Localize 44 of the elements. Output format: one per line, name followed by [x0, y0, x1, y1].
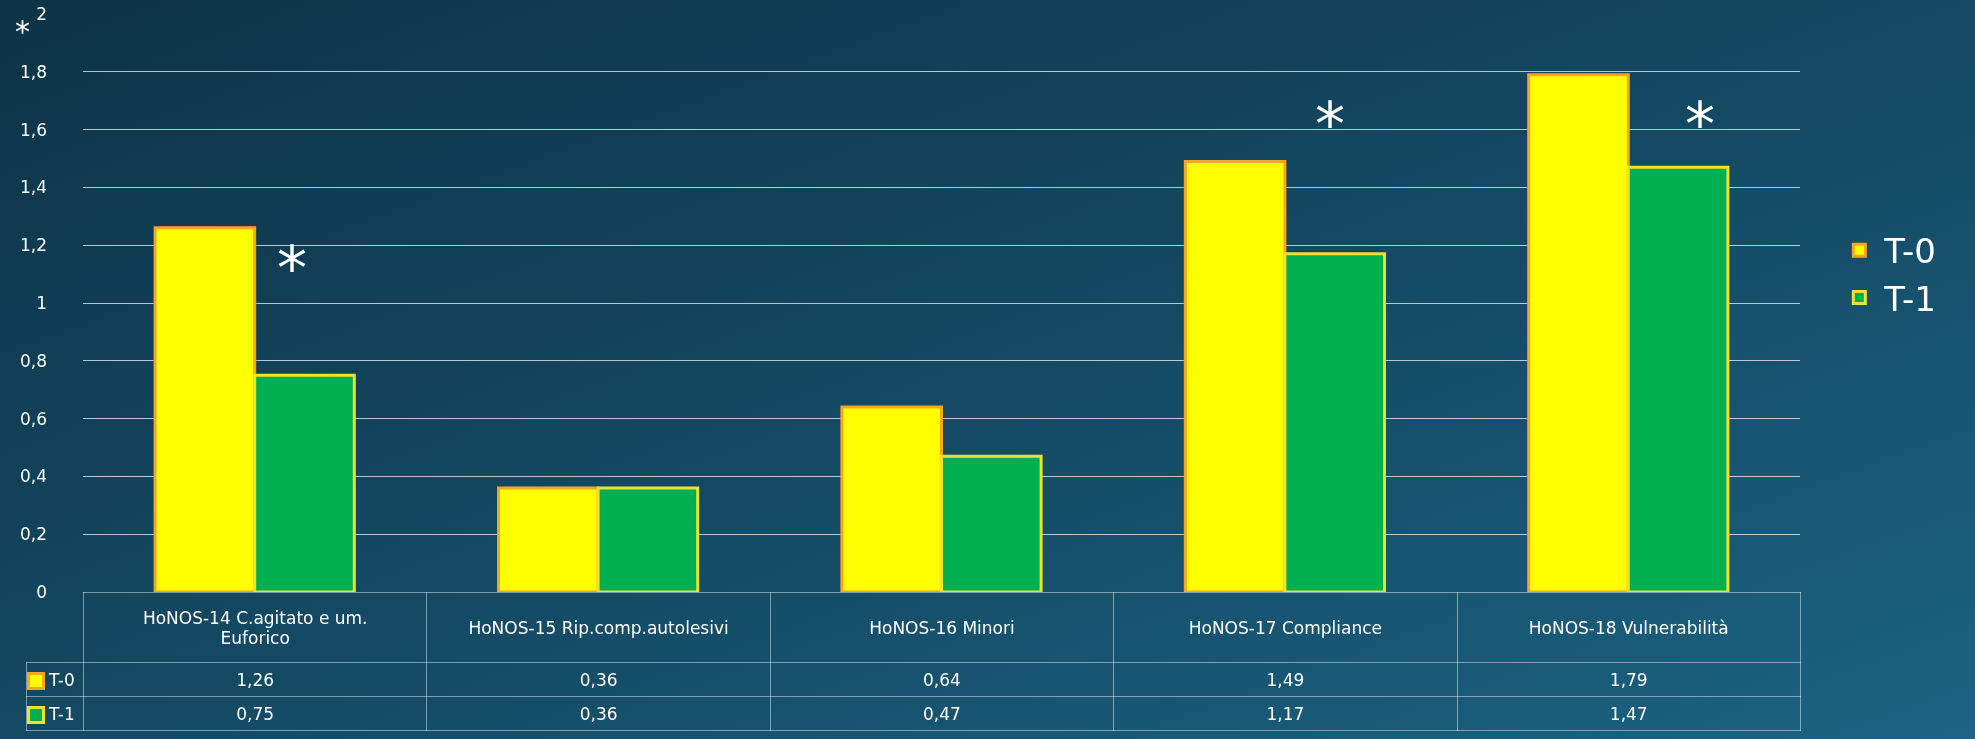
legend-label: T-0: [49, 669, 75, 690]
data-label: 0,75: [83, 696, 427, 731]
annotation: *: [1685, 89, 1715, 159]
y-tick-label: 0,2: [19, 524, 47, 545]
y-tick-label: 0,8: [19, 350, 47, 371]
data-label: 1,26: [83, 662, 427, 697]
y-tick-label: 1,8: [19, 61, 47, 82]
bar: [1527, 73, 1630, 592]
bar: [153, 226, 257, 592]
bar: [840, 405, 943, 592]
bar: [253, 373, 356, 592]
y-tick-label: 1: [36, 292, 47, 313]
bar: [1283, 252, 1386, 592]
bar: [940, 454, 1043, 592]
x-tick-label: HoNOS-15 Rip.comp.autolesivi: [426, 592, 771, 663]
y-tick-label: 0: [36, 581, 47, 602]
annotation: *: [277, 233, 307, 303]
annotation: *: [1315, 89, 1345, 159]
data-label: 1,79: [1457, 662, 1801, 697]
data-label: 1,49: [1113, 662, 1458, 697]
bar: [596, 486, 700, 592]
text: T-0: [1884, 231, 1936, 272]
data-label: 1,17: [1113, 696, 1458, 731]
data-label: 0,47: [770, 696, 1114, 731]
text: T-1: [49, 703, 75, 724]
y-tick-label: 1,6: [19, 119, 47, 140]
y-tick-label: 0,6: [19, 408, 47, 429]
bar: [497, 486, 600, 592]
y-tick-label: 1,4: [19, 177, 47, 198]
data-label: 1,47: [1457, 696, 1801, 731]
x-tick-label: HoNOS-16 Minori: [770, 592, 1114, 663]
y-tick-label: 1,2: [19, 235, 47, 256]
data-label: 0,64: [770, 662, 1114, 697]
y-tick-label: 0,4: [19, 466, 47, 487]
bar: [1626, 165, 1730, 592]
text: *: [15, 14, 30, 49]
data-label: 0,36: [426, 696, 771, 731]
data-label: 0,36: [426, 662, 771, 697]
x-tick-label: HoNOS-18 Vulnerabilità: [1457, 592, 1801, 663]
x-tick-label: HoNOS-14 C.agitato e um. Euforico: [83, 592, 427, 663]
y-tick-label: 2: [36, 3, 47, 24]
x-tick-label: HoNOS-17 Compliance: [1113, 592, 1458, 663]
legend-label: T-1: [1883, 278, 1936, 319]
bar: [1183, 159, 1287, 592]
